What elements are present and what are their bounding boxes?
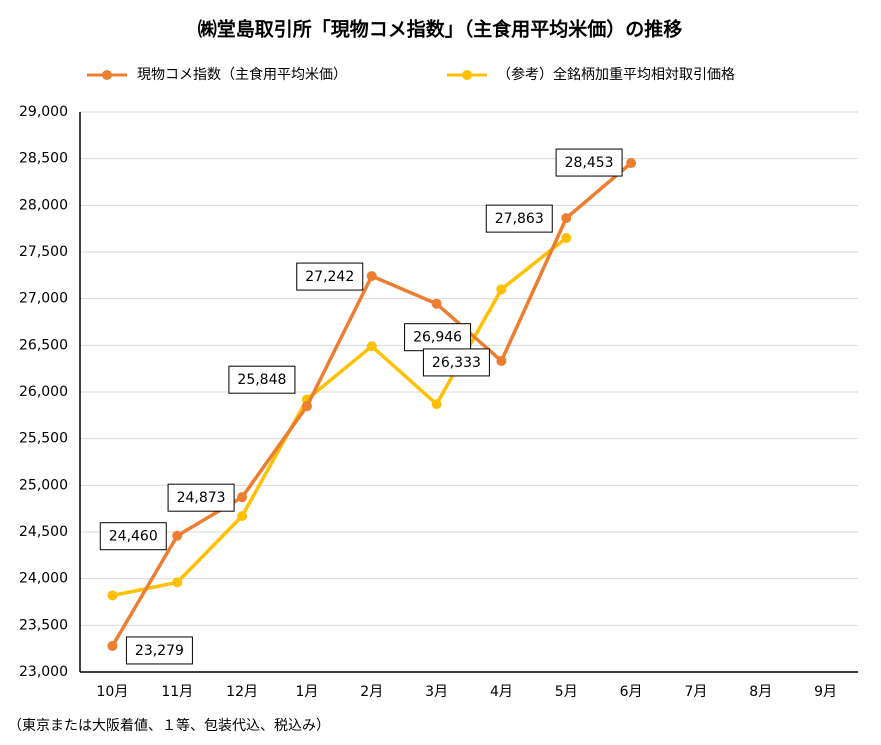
point: [496, 355, 507, 366]
x-tick-label: 8月: [749, 684, 772, 700]
point: [172, 530, 183, 541]
point: [561, 233, 572, 243]
label-box: [422, 348, 490, 377]
label-box: [485, 204, 553, 233]
point: [626, 158, 637, 169]
x-tick-label: 9月: [814, 684, 837, 700]
label-box: [125, 636, 193, 665]
point: [107, 590, 118, 601]
data-label: 25,848: [237, 372, 286, 388]
y-tick-label: 24,500: [19, 524, 68, 540]
legend-label: （参考）全銘柄加重平均相対取引価格: [497, 66, 735, 83]
x-tick-label: 10月: [97, 684, 129, 700]
x-tick-label: 7月: [684, 684, 707, 700]
y-tick-label: 27,000: [19, 291, 68, 307]
label-box: [404, 323, 472, 352]
chart-title: ㈱堂島取引所「現物コメ指数」（主食用平均米価）の推移: [198, 18, 683, 41]
data-label: 26,333: [432, 355, 481, 371]
label-box: [228, 365, 296, 394]
series-line: [110, 161, 633, 647]
y-tick-label: 24,000: [19, 571, 68, 587]
y-tick-label: 28,000: [19, 197, 68, 213]
point: [366, 271, 377, 282]
point: [237, 511, 248, 522]
x-tick-label: 1月: [295, 684, 318, 700]
y-tick-label: 23,500: [19, 617, 68, 633]
point: [172, 577, 183, 588]
x-tick-label: 4月: [490, 684, 513, 700]
point: [366, 341, 377, 352]
y-tick-label: 27,500: [19, 244, 68, 260]
point: [496, 284, 507, 295]
x-tick-label: 11月: [161, 684, 193, 700]
y-tick-label: 26,000: [19, 384, 68, 400]
data-label: 26,946: [413, 330, 462, 346]
point: [561, 213, 572, 224]
legend-marker: [102, 70, 112, 80]
x-tick-label: 6月: [620, 684, 643, 700]
y-tick-label: 25,000: [19, 477, 68, 493]
footnote: （東京または大阪着値、１等、包装代込、税込み）: [8, 717, 330, 734]
y-tick-label: 28,500: [19, 151, 68, 167]
series-line: [112, 236, 568, 598]
label-box: [167, 483, 235, 512]
legend-marker: [462, 70, 472, 80]
data-label: 23,279: [135, 643, 184, 659]
legend-label: 現物コメ指数（主食用平均米価）: [137, 66, 347, 83]
point: [237, 492, 248, 503]
data-label: 28,453: [565, 155, 614, 171]
x-tick-label: 5月: [555, 684, 578, 700]
y-tick-label: 25,500: [19, 431, 68, 447]
point: [107, 640, 118, 651]
y-tick-label: 26,500: [19, 337, 68, 353]
label-box: [99, 522, 167, 551]
point: [301, 401, 312, 412]
data-label: 27,242: [305, 269, 354, 285]
label-box: [555, 148, 623, 177]
x-tick-label: 12月: [226, 684, 258, 700]
y-tick-label: 29,000: [19, 104, 68, 120]
data-label: 27,863: [495, 211, 544, 227]
x-tick-label: 2月: [360, 684, 383, 700]
data-label: 24,873: [177, 490, 226, 506]
label-box: [296, 262, 364, 291]
point: [431, 298, 442, 309]
x-tick-label: 3月: [425, 684, 448, 700]
y-tick-label: 23,000: [19, 664, 68, 680]
point: [431, 399, 442, 410]
data-label: 24,460: [109, 529, 158, 545]
